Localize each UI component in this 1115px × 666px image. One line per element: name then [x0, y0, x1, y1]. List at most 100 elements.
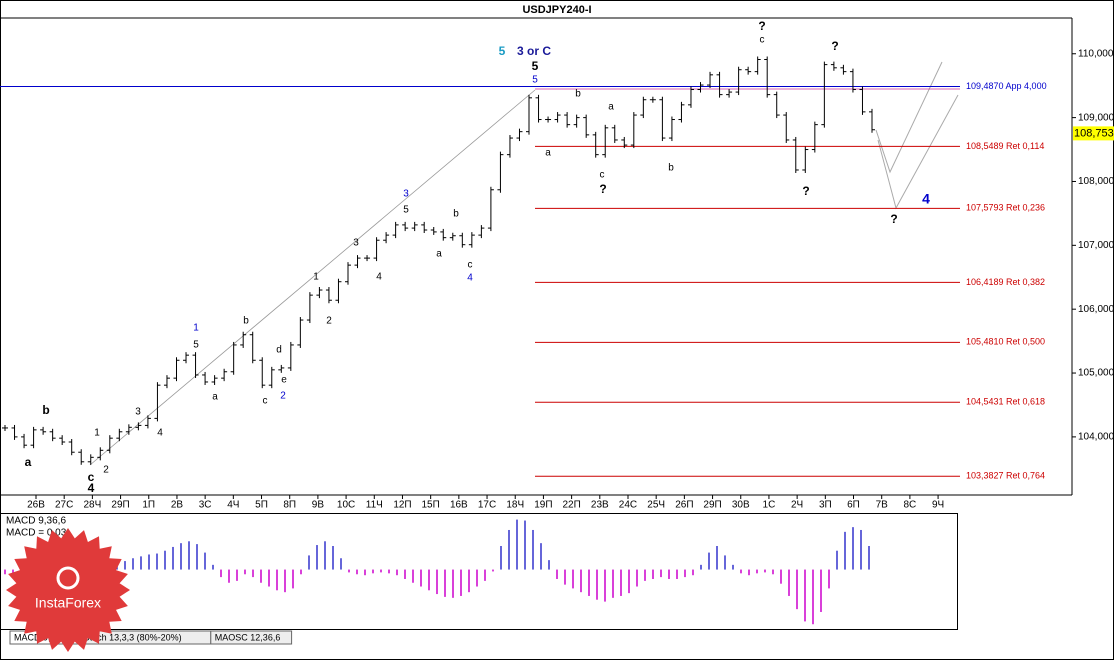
price-bar: [68, 439, 75, 456]
price-bar: [344, 262, 351, 285]
wave-label: 2: [103, 465, 109, 476]
projection: [875, 61, 943, 174]
price-bar: [478, 225, 485, 239]
wave-label: 4: [157, 428, 163, 439]
price-bar: [297, 317, 304, 348]
price-bar: [792, 136, 799, 173]
price-bar: [640, 96, 647, 119]
price-bar: [735, 66, 742, 96]
y-tick-label: 104,000: [1078, 432, 1115, 443]
x-tick-label: 25Ч: [647, 500, 665, 511]
wave-label: b: [668, 163, 674, 174]
y-tick-label: 109,000: [1078, 112, 1115, 123]
wave-label: ?: [890, 212, 897, 226]
price-bar: [354, 255, 361, 269]
price-bar: [602, 124, 609, 158]
y-tick-label: 110,000: [1078, 48, 1114, 59]
level-label: 105,4810 Ret 0,500: [966, 337, 1045, 347]
level-label: 108,5489 Ret 0,114: [966, 141, 1044, 151]
x-tick-label: 28Ч: [83, 500, 101, 511]
price-bar: [240, 331, 247, 348]
y-tick-label: 107,000: [1078, 240, 1115, 251]
wave-label: 2: [326, 316, 332, 327]
wave-label: ?: [802, 184, 809, 198]
wave-label: 3: [403, 189, 409, 200]
wave-label: 1: [313, 272, 319, 283]
wave-label: b: [575, 89, 581, 100]
x-tick-label: 16В: [450, 500, 468, 511]
y-tick-label: 105,000: [1078, 368, 1115, 379]
price-bar: [440, 228, 447, 241]
price-bar: [497, 151, 504, 193]
price-bar: [392, 221, 399, 239]
wave-label: ?: [599, 182, 606, 196]
macd-panel: [0, 513, 958, 630]
x-tick-label: 24С: [619, 500, 637, 511]
wave-label: d: [276, 345, 282, 356]
price-bar: [202, 371, 209, 385]
x-tick-label: 22П: [562, 500, 580, 511]
price-bar: [221, 368, 228, 382]
x-tick-label: 3П: [819, 500, 832, 511]
price-bar: [97, 447, 104, 461]
price-bar: [859, 86, 866, 115]
level-label: 107,5793 Ret 0,236: [966, 203, 1045, 213]
logo-icon: [56, 566, 80, 590]
price-bar: [830, 61, 837, 71]
wave-label: 3: [353, 238, 359, 249]
price-bar: [278, 364, 285, 373]
wave-label: a: [608, 102, 614, 113]
price-bar: [316, 287, 323, 299]
macd-title: MACD 9,36,6: [6, 516, 66, 527]
price-bar: [421, 221, 428, 233]
wave-label: e: [281, 375, 287, 386]
price-bar: [678, 101, 685, 123]
tab-label: MAOSC 12,36,6: [215, 632, 281, 642]
price-bar: [659, 96, 666, 142]
x-tick-label: 15П: [422, 500, 440, 511]
price-bar: [173, 357, 180, 382]
wave-label: ?: [831, 39, 838, 53]
wave-label: c: [468, 260, 473, 271]
level-label: 106,4189 Ret 0,382: [966, 277, 1045, 287]
price-bar: [183, 352, 190, 364]
x-tick-label: 3С: [199, 500, 212, 511]
price-bar: [649, 96, 656, 103]
wave-label: 4: [88, 481, 95, 495]
price-bar: [516, 128, 523, 142]
price-bar: [59, 435, 66, 445]
wave-label: 4: [376, 272, 382, 283]
price-bar: [459, 232, 466, 248]
wave-label: c: [600, 170, 605, 181]
price-bar: [506, 135, 513, 158]
price-bar: [697, 82, 704, 93]
price-bar: [583, 114, 590, 138]
price-bar: [287, 341, 294, 371]
chart-title: USDJPY240-I: [522, 4, 591, 16]
wave-label: b: [243, 316, 249, 327]
tab[interactable]: [210, 630, 293, 645]
x-tick-label: 26П: [675, 500, 693, 511]
x-tick-label: 26В: [27, 500, 45, 511]
tab-label: Stoch 13,3,3 (80%-20%): [84, 632, 182, 642]
price-bar: [811, 121, 818, 153]
price-bar: [840, 64, 847, 75]
price-bar: [468, 232, 475, 248]
price-bar: [869, 108, 875, 133]
price-bar: [592, 131, 599, 158]
wave-label: 2: [280, 391, 286, 402]
wave-label: c: [88, 470, 95, 484]
x-tick-label: 6П: [847, 500, 860, 511]
price-bar: [668, 116, 675, 142]
wave-label: c: [263, 396, 268, 407]
price-bar: [564, 112, 571, 128]
x-tick-label: 30В: [732, 500, 750, 511]
last-price: 108,753: [1074, 127, 1114, 139]
price-bar: [325, 287, 332, 304]
price-bar: [687, 86, 694, 108]
x-tick-label: 29П: [111, 500, 129, 511]
price-bar: [116, 428, 123, 442]
price-bar: [259, 357, 266, 389]
price-bar: [87, 454, 94, 465]
price-bar: [754, 56, 761, 75]
